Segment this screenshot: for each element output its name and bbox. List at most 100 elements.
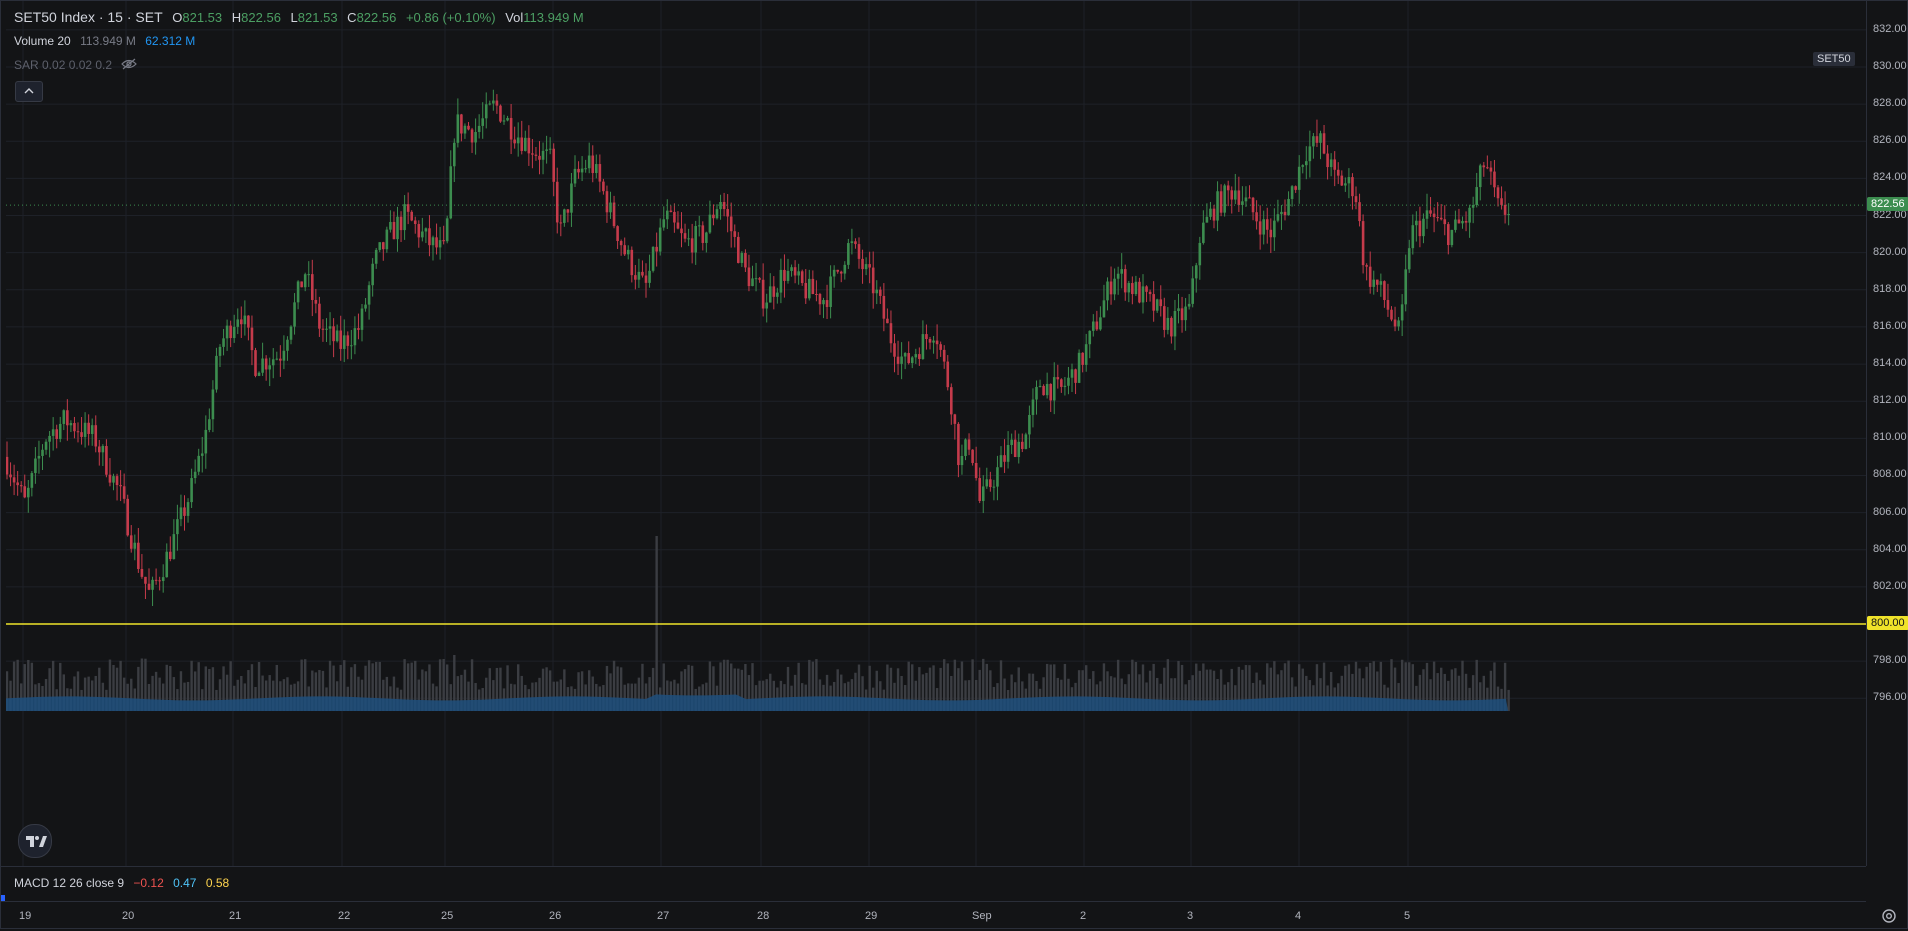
volume-bar: [48, 668, 51, 711]
candle-body: [385, 229, 389, 250]
volume-bar: [186, 681, 190, 711]
volume-bar: [417, 679, 420, 711]
volume-indicator-legend[interactable]: Volume 20 113.949 M 62.312 M: [14, 34, 201, 48]
volume-bar: [12, 661, 16, 711]
candle-body: [421, 231, 424, 238]
volume-bar: [531, 682, 534, 711]
macd-pane[interactable]: MACD 12 26 close 9 −0.12 0.47 0.58: [1, 866, 1866, 902]
volume-bar: [552, 681, 555, 711]
volume-bar: [651, 667, 655, 711]
sar-indicator-legend[interactable]: SAR 0.02 0.02 0.2: [14, 58, 143, 73]
candle-body: [822, 300, 825, 305]
candle-body: [1358, 202, 1361, 222]
candle-body: [346, 335, 350, 346]
candle-body: [1443, 219, 1447, 225]
candle-body: [1400, 304, 1404, 321]
volume-bar: [786, 666, 790, 711]
candle-body: [1308, 146, 1312, 162]
time-axis[interactable]: 19 20 21 22 25 26 27 28 29 Sep 2 3 4 5: [1, 901, 1866, 931]
candle-body: [94, 425, 98, 447]
volume-bar: [953, 659, 957, 711]
price-chart[interactable]: [6, 1, 1866, 866]
candle-body: [108, 474, 112, 483]
candle-body: [896, 356, 900, 364]
volume-bar: [857, 664, 861, 711]
price-axis[interactable]: [1866, 1, 1908, 866]
candle-body: [1415, 220, 1418, 226]
candle-body: [1464, 221, 1468, 223]
candle-body: [808, 278, 811, 299]
volume-bar: [392, 676, 396, 711]
volume-bar: [378, 661, 381, 711]
candle-body: [541, 150, 545, 160]
volume-bar: [1354, 661, 1358, 711]
eye-hidden-icon[interactable]: [121, 58, 138, 73]
candle-body: [208, 419, 211, 430]
volume-bar: [257, 662, 261, 711]
candle-body: [577, 168, 580, 173]
volume-bar: [680, 671, 683, 711]
price-tick: 798.00: [1873, 654, 1907, 667]
volume-bar: [1099, 681, 1102, 711]
volume-bar: [1464, 673, 1468, 711]
volume-bar: [1489, 670, 1493, 711]
candle-body: [442, 240, 445, 242]
volume-bar: [360, 679, 364, 711]
candle-body: [303, 274, 307, 288]
candle-body: [389, 221, 392, 230]
volume-bar: [1340, 675, 1343, 711]
candle-body: [509, 117, 513, 140]
volume-bar: [563, 669, 566, 711]
chart-settings-button[interactable]: [1879, 906, 1899, 926]
volume-bar: [438, 659, 442, 711]
candle-body: [225, 325, 229, 339]
volume-bar: [850, 679, 854, 711]
candle-body: [1095, 321, 1099, 330]
volume-bar: [328, 660, 332, 711]
volume-bar: [1244, 665, 1248, 711]
candle-body: [847, 243, 850, 265]
price-legend: SET50 Index · 15 · SET O821.53 H822.56 L…: [14, 9, 590, 25]
candle-body: [289, 326, 293, 340]
volume-bar: [147, 683, 151, 711]
candle-body: [1145, 286, 1148, 292]
time-label: 2: [1080, 910, 1087, 922]
macd-legend[interactable]: MACD 12 26 close 9 −0.12 0.47 0.58: [14, 876, 235, 890]
volume-bar: [999, 660, 1003, 711]
volume-bar: [414, 660, 417, 711]
tradingview-logo[interactable]: [18, 824, 52, 858]
time-label: 5: [1404, 910, 1411, 922]
candle-body: [857, 244, 861, 259]
candle-body: [1294, 186, 1297, 190]
symbol-label[interactable]: SET50 Index · 15 · SET: [14, 9, 163, 25]
candle-body: [307, 274, 311, 276]
candle-body: [254, 350, 257, 376]
candle-body: [396, 216, 399, 240]
candle-body: [800, 271, 804, 284]
volume-bar: [1397, 683, 1400, 711]
volume-bar: [76, 671, 80, 711]
candle-body: [1273, 220, 1276, 238]
candle-body: [605, 191, 609, 213]
candle-body: [51, 429, 55, 436]
volume-bar: [1322, 662, 1326, 711]
candle-body: [946, 361, 950, 388]
volume-bar: [1315, 664, 1319, 711]
collapse-legend-button[interactable]: [15, 81, 43, 102]
candle-body: [1155, 299, 1159, 311]
candle-body: [179, 507, 183, 520]
volume-bar: [911, 664, 914, 711]
candle-body: [630, 249, 634, 276]
candle-body: [154, 579, 158, 581]
candle-body: [758, 278, 761, 280]
volume-bar: [431, 683, 435, 711]
candle-body: [279, 358, 282, 361]
candle-body: [1482, 165, 1486, 168]
candle-body: [193, 471, 197, 479]
volume-bar: [1134, 661, 1138, 711]
time-label: 29: [865, 910, 878, 922]
candle-body: [719, 201, 722, 210]
volume-bar: [350, 667, 353, 711]
candle-body: [768, 286, 772, 303]
candle-body: [864, 264, 868, 270]
